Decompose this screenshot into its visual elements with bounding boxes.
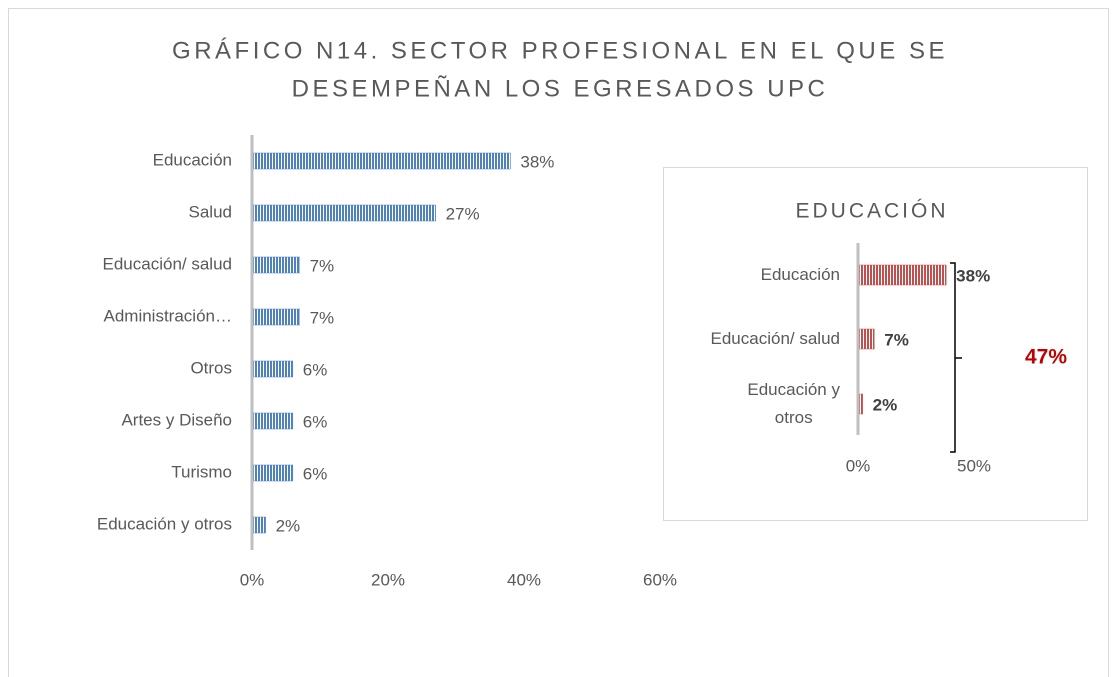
category-label: Educación <box>153 150 232 169</box>
value-label: 38% <box>956 266 990 285</box>
category-label: Educación/ salud <box>710 329 840 348</box>
x-tick-label: 60% <box>643 570 677 589</box>
bar <box>251 360 294 378</box>
value-label: 2% <box>276 516 301 535</box>
value-label: 38% <box>520 152 554 171</box>
value-label: 27% <box>446 204 480 223</box>
bar <box>251 204 436 222</box>
bar <box>857 328 875 350</box>
value-label: 7% <box>310 256 335 275</box>
x-tick-label: 20% <box>371 570 405 589</box>
value-label: 2% <box>873 395 898 414</box>
value-label: 7% <box>310 308 335 327</box>
category-label: Salud <box>189 202 232 221</box>
category-label: Artes y Diseño <box>121 410 232 429</box>
category-label: Turismo <box>171 462 232 481</box>
category-label-text: Educación y otros <box>747 380 840 427</box>
bar <box>251 464 294 482</box>
inset-title: EDUCACIÓN <box>795 200 948 223</box>
category-label: Otros <box>190 358 232 377</box>
category-label: Educación y otros <box>747 380 840 427</box>
inset-border <box>663 167 1088 521</box>
bar <box>251 308 300 326</box>
chart-title: DESEMPEÑAN LOS EGRESADOS UPC <box>292 75 829 102</box>
category-label: Educación y otros <box>97 514 232 533</box>
bracket <box>950 262 962 453</box>
value-label: 6% <box>303 360 328 379</box>
x-tick-label: 0% <box>240 570 265 589</box>
bar <box>857 264 947 286</box>
value-label: 6% <box>303 412 328 431</box>
chart-title: GRÁFICO N14. SECTOR PROFESIONAL EN EL QU… <box>172 37 948 64</box>
x-tick-label: 0% <box>846 456 871 475</box>
category-label: Educación/ salud <box>103 254 232 273</box>
value-label: 7% <box>884 330 909 349</box>
annotation: 47% <box>1025 346 1067 369</box>
value-label: 6% <box>303 464 328 483</box>
category-label: Educación <box>760 265 840 284</box>
x-tick-label: 50% <box>957 456 991 475</box>
category-label-text: Educación/ salud <box>710 329 840 348</box>
category-label-text: Educación <box>760 265 840 284</box>
x-tick-label: 40% <box>507 570 541 589</box>
bar <box>251 256 300 274</box>
category-label: Administración… <box>104 306 233 325</box>
bar <box>251 516 266 534</box>
bar <box>251 412 294 430</box>
bar <box>251 152 511 170</box>
